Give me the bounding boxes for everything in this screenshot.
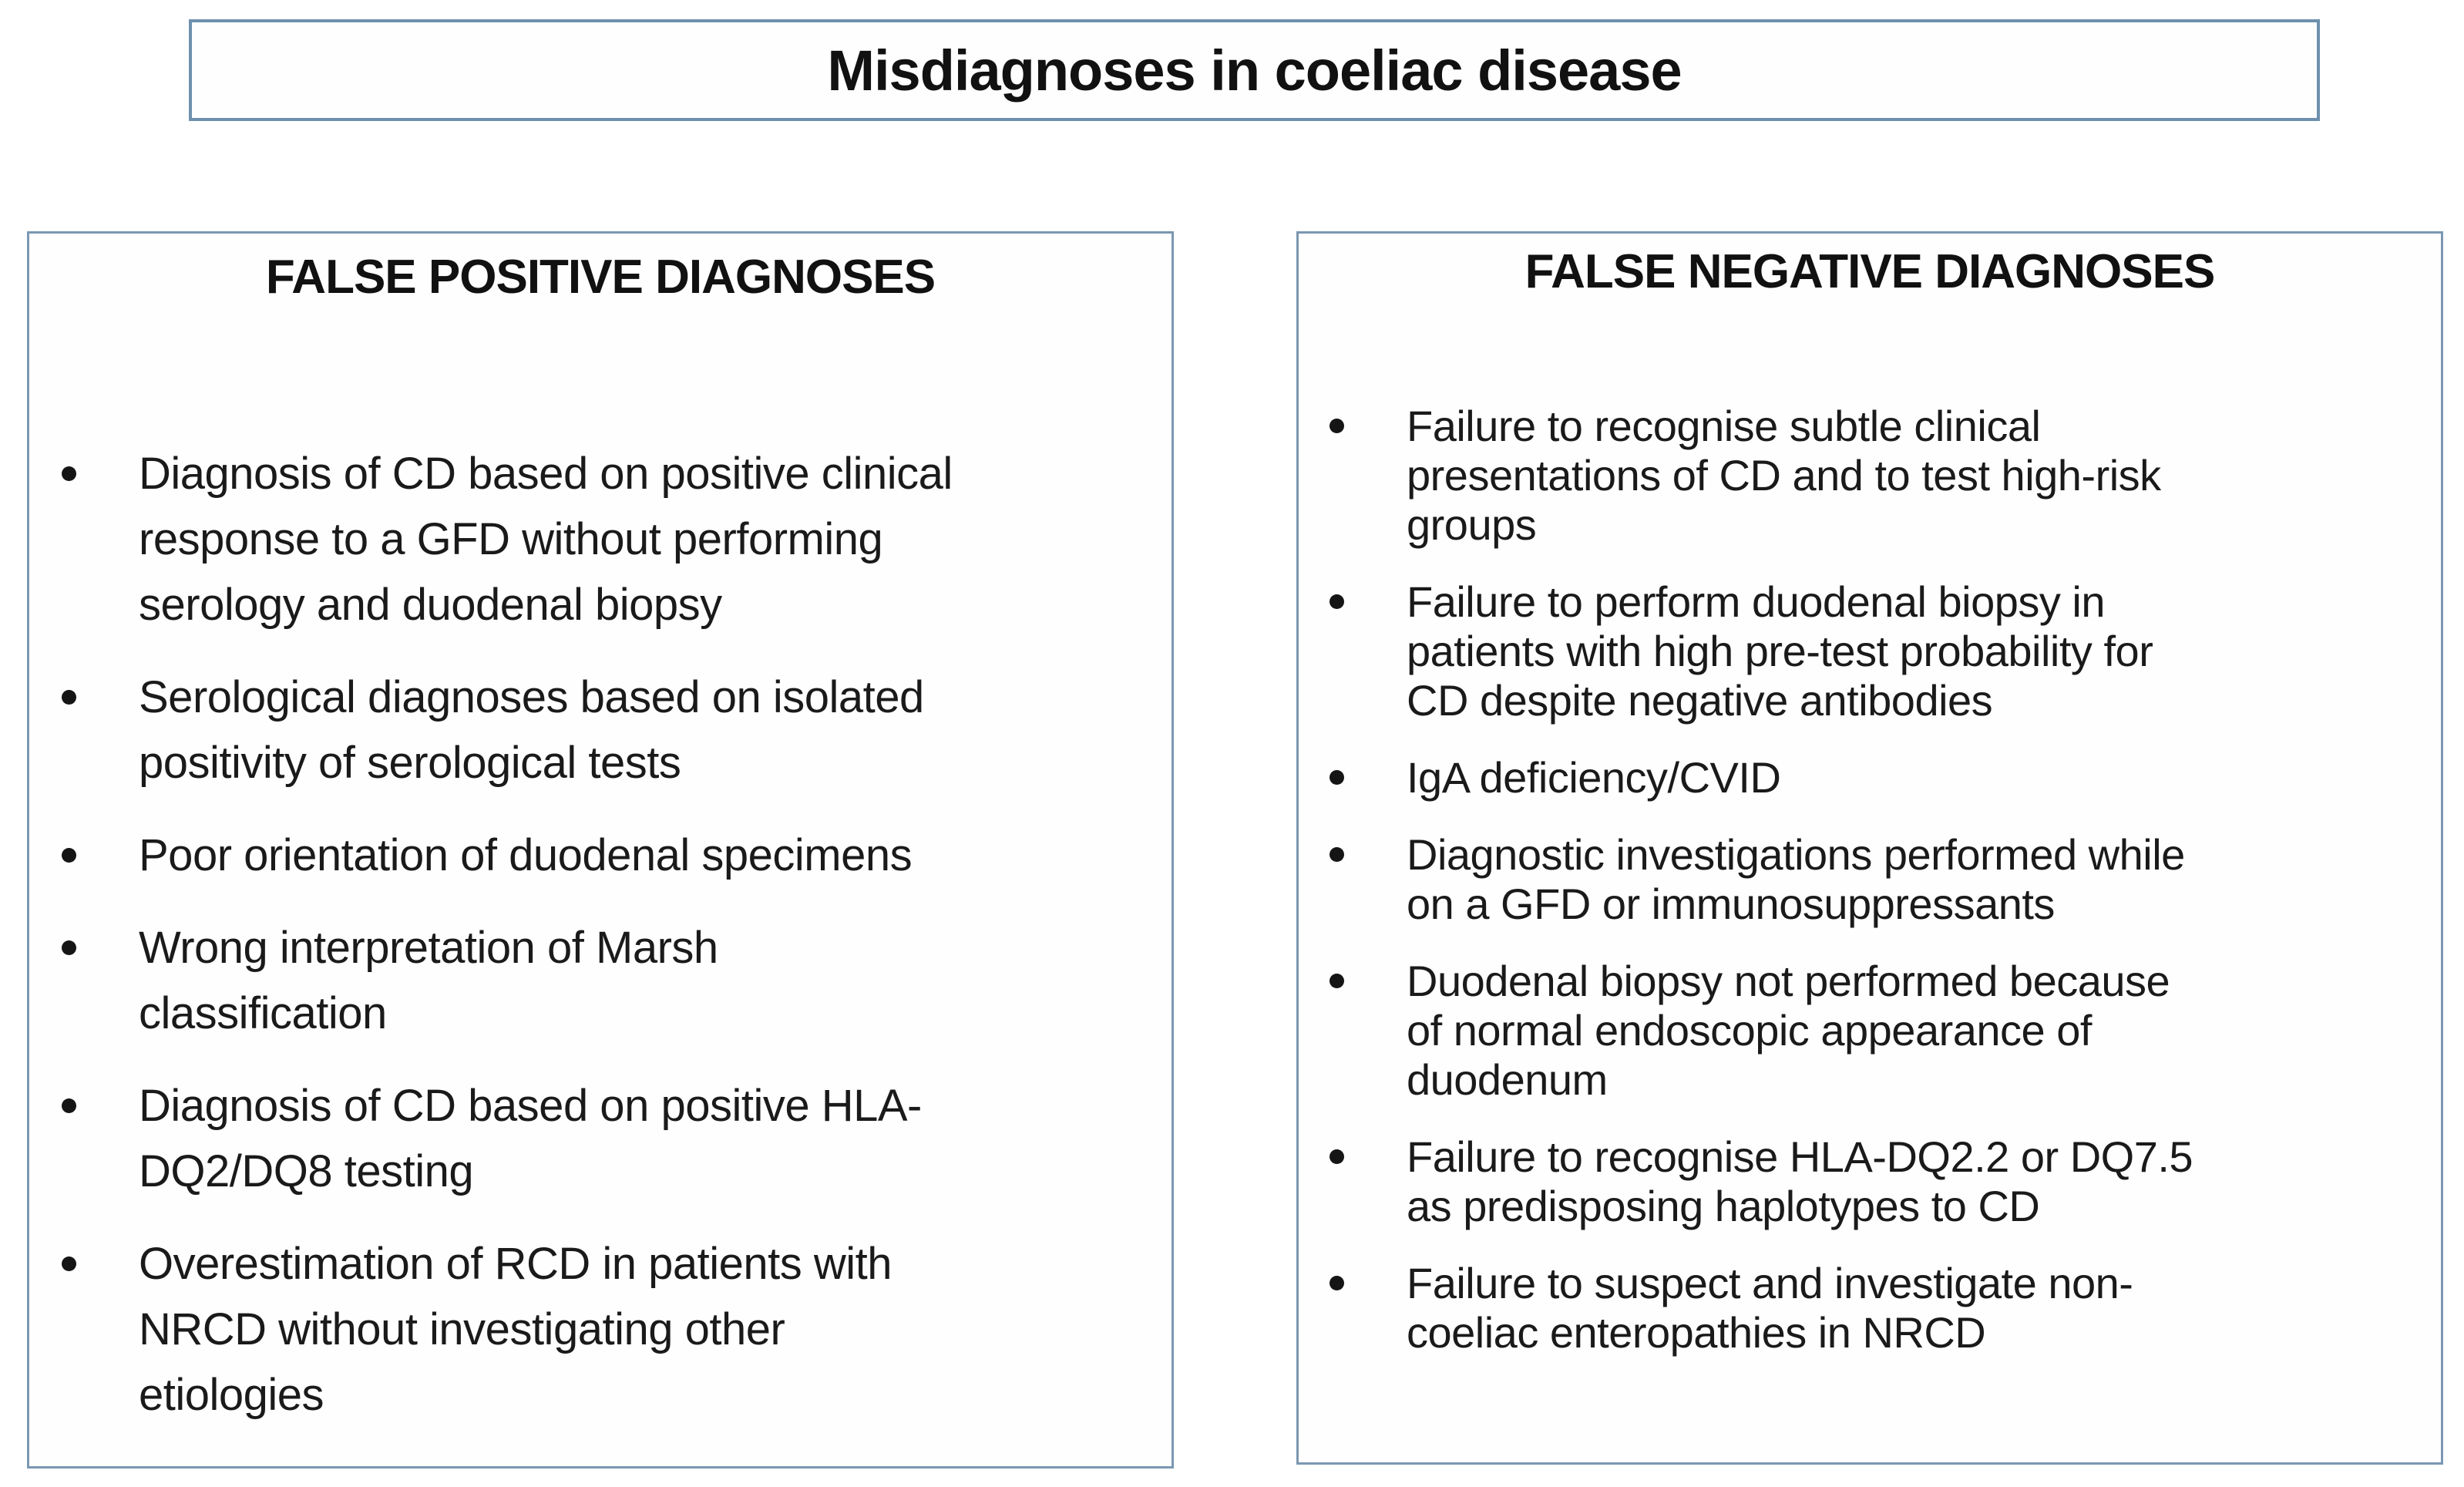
bullet-text: Diagnosis of CD based on positive HLA- D…	[139, 1081, 922, 1196]
list-item: Failure to recognise HLA-DQ2.2 or DQ7.5 …	[1329, 1132, 2432, 1231]
bullet-dot-icon	[1329, 847, 1344, 862]
bullet-dot-icon	[62, 466, 76, 481]
bullet-dot-icon	[62, 690, 76, 705]
bullet-text: Overestimation of RCD in patients with N…	[139, 1239, 892, 1420]
bullet-dot-icon	[1329, 974, 1344, 988]
bullet-dot-icon	[62, 848, 76, 863]
list-item: Overestimation of RCD in patients with N…	[62, 1231, 1159, 1428]
bullet-dot-icon	[1329, 1149, 1344, 1164]
bullet-dot-icon	[1329, 770, 1344, 785]
bullet-text: Duodenal biopsy not performed because of…	[1407, 957, 2170, 1104]
bullet-dot-icon	[62, 1257, 76, 1271]
false-positive-heading: FALSE POSITIVE DIAGNOSES	[265, 251, 936, 304]
title-box: Misdiagnoses in coeliac disease	[189, 19, 2320, 121]
list-item: Failure to perform duodenal biopsy in pa…	[1329, 577, 2432, 725]
bullet-dot-icon	[62, 1098, 76, 1113]
list-item: IgA deficiency/CVID	[1329, 753, 2432, 802]
list-item: Diagnosis of CD based on positive HLA- D…	[62, 1073, 1159, 1204]
bullet-text: Diagnosis of CD based on positive clinic…	[139, 449, 953, 630]
page-title: Misdiagnoses in coeliac disease	[827, 38, 1682, 103]
bullet-text: Serological diagnoses based on isolated …	[139, 672, 924, 788]
bullet-text: Failure to recognise subtle clinical pre…	[1407, 402, 2161, 549]
list-item: Wrong interpretation of Marsh classifica…	[62, 915, 1159, 1046]
list-item: Duodenal biopsy not performed because of…	[1329, 957, 2432, 1105]
list-item: Diagnosis of CD based on positive clinic…	[62, 441, 1159, 638]
bullet-dot-icon	[1329, 419, 1344, 433]
bullet-text: Failure to suspect and investigate non- …	[1407, 1259, 2133, 1357]
false-negative-heading: FALSE NEGATIVE DIAGNOSES	[1524, 245, 2216, 298]
list-item: Diagnostic investigations performed whil…	[1329, 830, 2432, 929]
list-item: Poor orientation of duodenal specimens	[62, 823, 1159, 888]
bullet-dot-icon	[62, 940, 76, 955]
bullet-text: Failure to perform duodenal biopsy in pa…	[1407, 577, 2153, 725]
bullet-text: Diagnostic investigations performed whil…	[1407, 830, 2185, 928]
bullet-text: Wrong interpretation of Marsh classifica…	[139, 923, 718, 1038]
bullet-text: Failure to recognise HLA-DQ2.2 or DQ7.5 …	[1407, 1132, 2193, 1230]
list-item: Serological diagnoses based on isolated …	[62, 664, 1159, 796]
bullet-text: IgA deficiency/CVID	[1407, 753, 1781, 802]
list-item: Failure to suspect and investigate non- …	[1329, 1259, 2432, 1357]
false-negative-list: Failure to recognise subtle clinical pre…	[1299, 299, 2441, 1357]
false-positive-list: Diagnosis of CD based on positive clinic…	[29, 304, 1171, 1428]
list-item: Failure to recognise subtle clinical pre…	[1329, 402, 2432, 550]
bullet-text: Poor orientation of duodenal specimens	[139, 830, 913, 880]
false-positive-panel: FALSE POSITIVE DIAGNOSES Diagnosis of CD…	[27, 231, 1174, 1468]
bullet-dot-icon	[1329, 594, 1344, 609]
false-negative-panel: FALSE NEGATIVE DIAGNOSES Failure to reco…	[1296, 231, 2443, 1465]
bullet-dot-icon	[1329, 1276, 1344, 1290]
